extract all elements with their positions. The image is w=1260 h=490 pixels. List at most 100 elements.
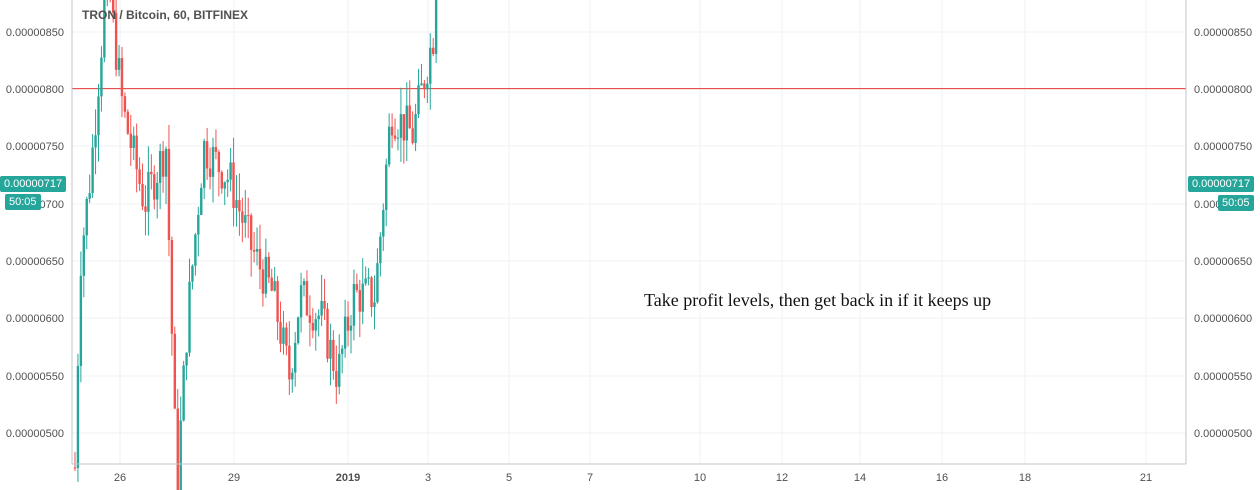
candle-body	[85, 198, 88, 236]
candle-body	[320, 300, 323, 316]
candle-body	[264, 256, 268, 294]
x-tick: 12	[776, 472, 788, 484]
candle-body	[376, 263, 379, 303]
candle-body	[197, 214, 200, 235]
candle-body	[358, 290, 361, 312]
candle-body	[94, 135, 97, 148]
horizontal-lines	[72, 88, 1186, 90]
candle-body	[156, 182, 159, 200]
candle-body	[182, 365, 185, 421]
candle-body	[173, 333, 177, 409]
grid	[72, 0, 1186, 464]
candle-body	[91, 147, 94, 194]
candle-body	[117, 58, 121, 70]
y-tick-right: 0.00000800	[1194, 84, 1252, 96]
candle-body	[338, 353, 341, 387]
candle-body	[185, 352, 188, 366]
candle-body	[132, 135, 135, 148]
candle-body	[311, 322, 315, 331]
candle-body	[390, 126, 394, 136]
x-tick: 21	[1140, 472, 1152, 484]
x-tick: 10	[694, 472, 706, 484]
candle-body	[167, 148, 171, 241]
candle-body	[355, 284, 359, 291]
candle-body	[291, 372, 294, 380]
candle-body	[150, 171, 153, 175]
y-tick-right: 0.00000550	[1194, 371, 1252, 383]
candle-body	[370, 277, 373, 308]
candle-body	[423, 83, 426, 90]
y-tick-left: 0.00000850	[6, 27, 64, 39]
candle-body	[252, 249, 256, 252]
candle-body	[238, 200, 241, 212]
candle-body	[144, 206, 147, 212]
candle-body	[414, 114, 417, 143]
candle-body	[352, 284, 356, 326]
candle-body	[111, 0, 115, 13]
candle-body	[200, 187, 203, 215]
candle-body	[123, 96, 127, 112]
y-tick-right: 0.00000850	[1194, 27, 1252, 39]
y-tick-left: 0.00000500	[6, 428, 64, 440]
candle-body	[432, 47, 435, 54]
candle-body	[79, 275, 83, 366]
candle-body	[361, 283, 364, 312]
candle-body	[129, 133, 132, 148]
candle-body	[73, 467, 77, 469]
candles	[73, 0, 438, 490]
candle-body	[299, 285, 303, 318]
candle-body	[247, 215, 250, 217]
candle-body	[332, 339, 335, 371]
y-tick-left: 0.00000550	[6, 371, 64, 383]
candle-body	[261, 269, 265, 294]
candle-body	[340, 348, 344, 354]
x-tick: 7	[587, 472, 593, 484]
candle-body	[126, 111, 130, 134]
candle-body	[343, 316, 347, 349]
candle-body	[208, 168, 212, 177]
candle-body	[382, 210, 385, 237]
candle-body	[326, 308, 329, 359]
countdown-tag-left: 50:05	[5, 194, 41, 210]
current-price-tag-right: 0.00000717	[1188, 176, 1255, 192]
x-tick: 18	[1019, 472, 1031, 484]
candle-body	[217, 151, 221, 173]
candle-body	[249, 215, 253, 250]
candle-body	[244, 215, 247, 223]
candle-body	[285, 327, 288, 346]
candle-body	[188, 281, 191, 353]
candle-body	[214, 147, 218, 152]
candle-body	[417, 85, 420, 115]
candle-body	[329, 339, 332, 359]
candle-body	[255, 248, 259, 252]
x-tick: 16	[936, 472, 948, 484]
candle-body	[396, 137, 400, 139]
candle-body	[223, 182, 226, 189]
x-tick: 2019	[336, 472, 360, 484]
candle-body	[335, 370, 338, 387]
candle-body	[323, 300, 326, 309]
candle-body	[373, 302, 376, 308]
candle-body	[429, 47, 432, 84]
candle-body	[100, 57, 103, 97]
candle-body	[411, 128, 414, 143]
chart-title: TRON / Bitcoin, 60, BITFINEX	[82, 8, 249, 22]
candle-body	[288, 345, 291, 380]
candle-body	[176, 408, 179, 490]
y-tick-left: 0.00000750	[6, 141, 64, 153]
candle-body	[420, 83, 423, 86]
candle-body	[393, 135, 397, 139]
y-tick-left: 0.00000800	[6, 84, 64, 96]
current-price-tag-left: 0.00000717	[0, 176, 67, 192]
candle-body	[302, 281, 306, 286]
x-tick: 3	[425, 472, 431, 484]
candle-body	[314, 319, 317, 331]
candle-body	[191, 265, 194, 282]
candle-body	[308, 315, 312, 323]
candle-body	[147, 171, 150, 212]
candle-body	[367, 277, 370, 279]
candle-body	[270, 277, 273, 291]
candle-body	[120, 58, 124, 97]
annotation-text: Take profit levels, then get back in if …	[644, 290, 992, 310]
x-tick: 26	[114, 472, 126, 484]
